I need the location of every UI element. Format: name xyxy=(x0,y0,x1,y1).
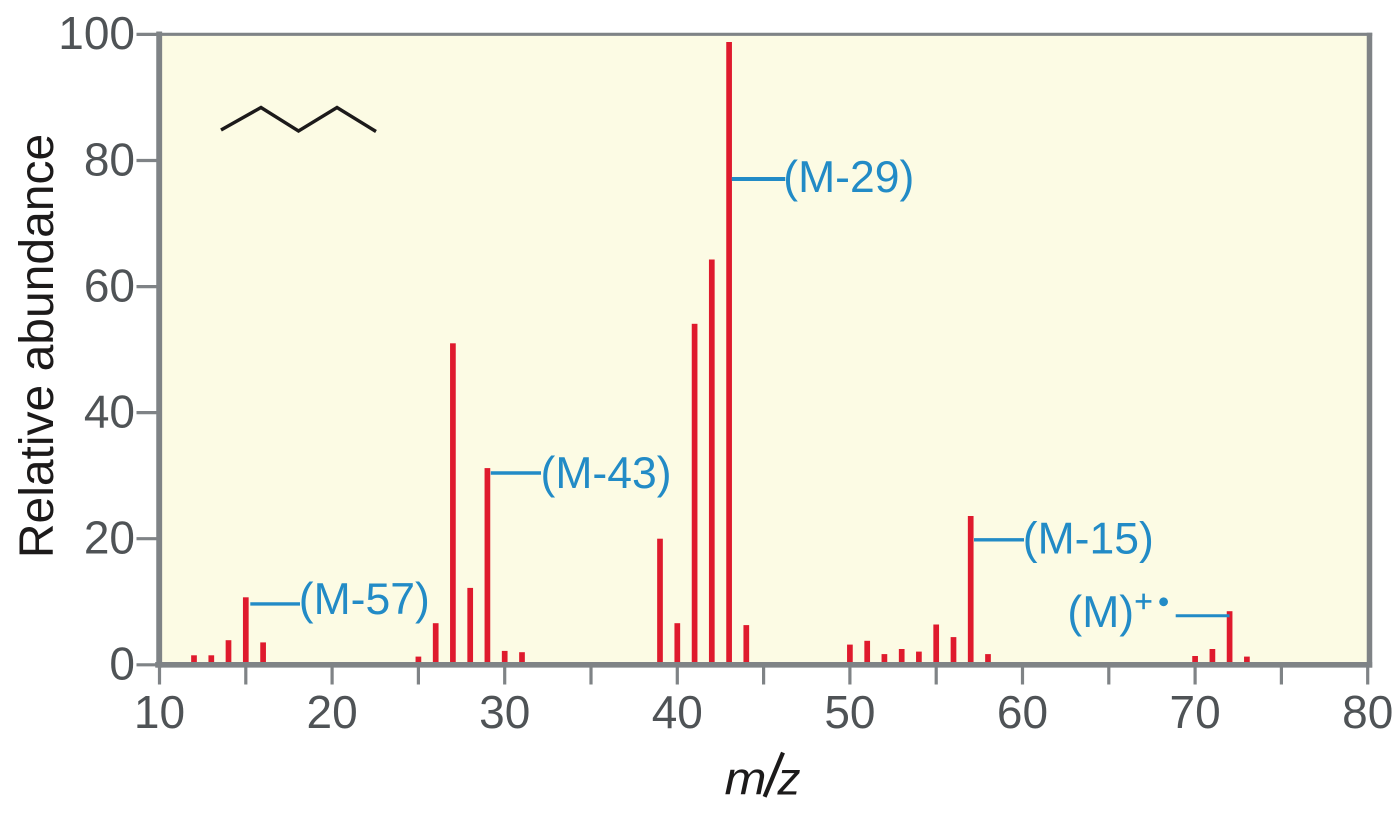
svg-text:40: 40 xyxy=(84,385,135,437)
svg-text:20: 20 xyxy=(84,512,135,564)
svg-text:60: 60 xyxy=(997,686,1048,738)
svg-text:100: 100 xyxy=(58,7,135,59)
svg-text:60: 60 xyxy=(84,259,135,311)
svg-text:(M): (M) xyxy=(1067,588,1134,637)
svg-text:80: 80 xyxy=(1342,686,1393,738)
svg-text:40: 40 xyxy=(652,686,703,738)
svg-text:0: 0 xyxy=(109,638,135,690)
svg-text:20: 20 xyxy=(307,686,358,738)
svg-text:Relative abundance: Relative abundance xyxy=(11,134,64,558)
svg-text:(M-43): (M-43) xyxy=(541,449,672,498)
svg-text:80: 80 xyxy=(84,133,135,185)
svg-text:30: 30 xyxy=(479,686,530,738)
svg-text:(M-29): (M-29) xyxy=(783,153,914,202)
svg-text:10: 10 xyxy=(134,686,185,738)
svg-text:(M-15): (M-15) xyxy=(1023,515,1154,564)
svg-text:(M-57): (M-57) xyxy=(299,575,430,624)
svg-text:70: 70 xyxy=(1170,686,1221,738)
svg-text:50: 50 xyxy=(824,686,875,738)
svg-text:m: m xyxy=(725,753,767,805)
